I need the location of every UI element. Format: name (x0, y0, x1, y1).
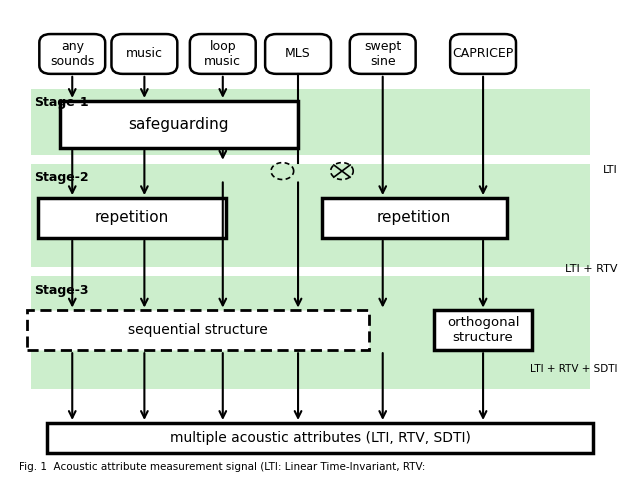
Text: Stage-1: Stage-1 (35, 96, 89, 109)
Text: MLS: MLS (285, 47, 311, 60)
Text: repetition: repetition (95, 210, 169, 226)
FancyBboxPatch shape (38, 198, 226, 238)
Text: Stage-3: Stage-3 (35, 283, 89, 296)
Text: LTI: LTI (603, 164, 618, 174)
Text: any
sounds: any sounds (50, 40, 95, 68)
FancyBboxPatch shape (39, 34, 105, 74)
Text: orthogonal
structure: orthogonal structure (447, 316, 519, 344)
FancyBboxPatch shape (435, 310, 532, 350)
Text: repetition: repetition (377, 210, 451, 226)
FancyBboxPatch shape (31, 89, 589, 155)
FancyBboxPatch shape (450, 34, 516, 74)
Text: safeguarding: safeguarding (129, 117, 229, 132)
FancyBboxPatch shape (31, 276, 589, 389)
Text: swept
sine: swept sine (364, 40, 401, 68)
FancyBboxPatch shape (321, 198, 507, 238)
Text: CAPRICEP: CAPRICEP (452, 47, 514, 60)
FancyBboxPatch shape (47, 423, 593, 453)
Text: LTI + RTV: LTI + RTV (565, 264, 618, 274)
Text: loop
music: loop music (204, 40, 241, 68)
Text: sequential structure: sequential structure (128, 323, 268, 337)
FancyBboxPatch shape (31, 164, 589, 267)
FancyBboxPatch shape (111, 34, 177, 74)
Text: music: music (126, 47, 163, 60)
FancyBboxPatch shape (27, 310, 369, 350)
FancyBboxPatch shape (350, 34, 415, 74)
Text: multiple acoustic attributes (LTI, RTV, SDTI): multiple acoustic attributes (LTI, RTV, … (170, 431, 470, 445)
Text: LTI + RTV + SDTI: LTI + RTV + SDTI (531, 364, 618, 374)
FancyBboxPatch shape (60, 101, 298, 148)
FancyBboxPatch shape (190, 34, 256, 74)
Text: Stage-2: Stage-2 (35, 171, 89, 184)
Text: Fig. 1  Acoustic attribute measurement signal (LTI: Linear Time-Invariant, RTV:: Fig. 1 Acoustic attribute measurement si… (19, 462, 426, 471)
FancyBboxPatch shape (265, 34, 331, 74)
